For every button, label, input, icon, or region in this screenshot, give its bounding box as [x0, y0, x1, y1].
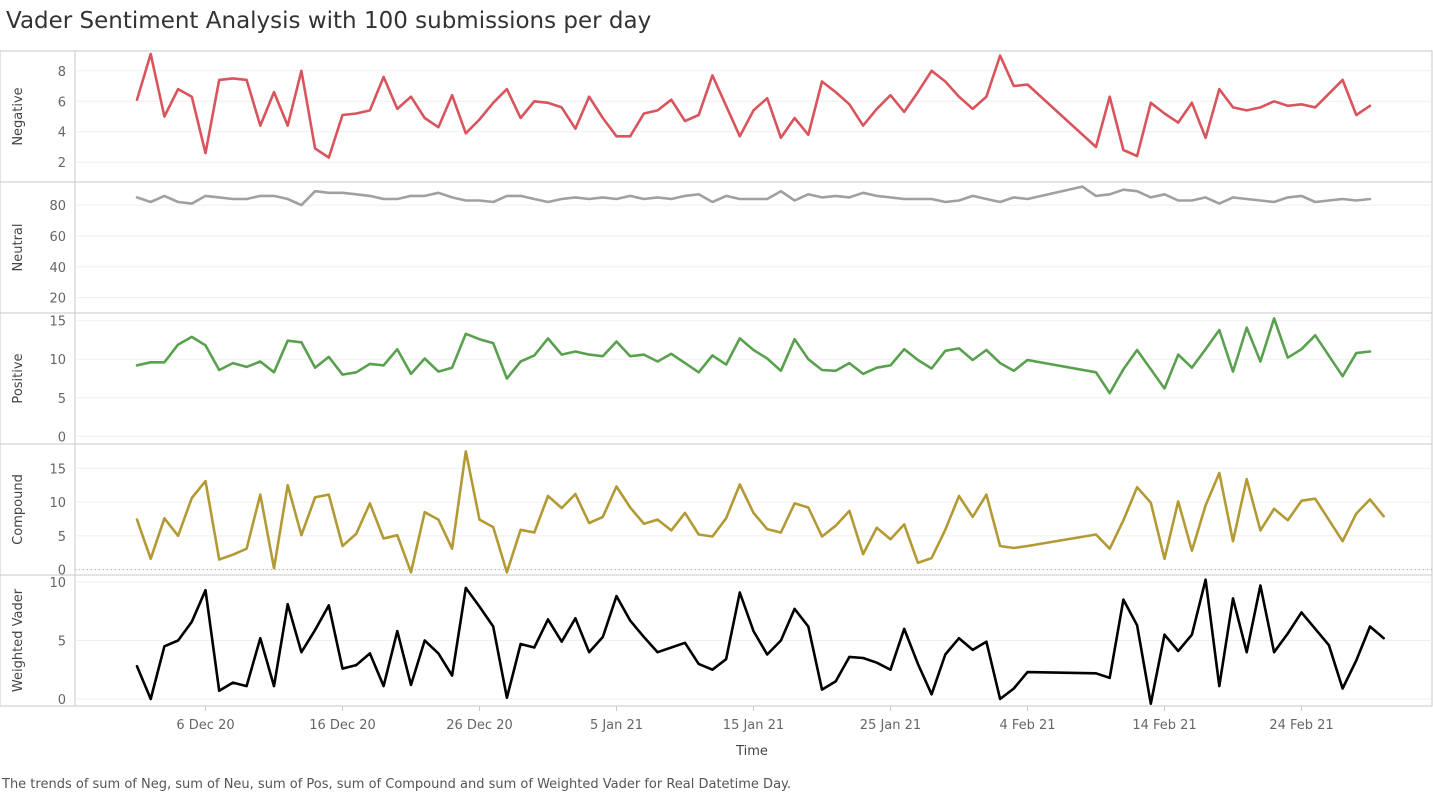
y-tick-label-positive: 15 [49, 315, 66, 330]
gridlines [75, 70, 1432, 700]
x-tick-label: 25 Jan 21 [860, 718, 921, 733]
series-line-compound [135, 450, 1385, 574]
series-line-positive [135, 317, 1372, 395]
series-line-negative [135, 52, 1372, 159]
chart-title: Vader Sentiment Analysis with 100 submis… [6, 8, 652, 34]
y-axis-titles: Negative Neutral Positive Compound Weighted … [11, 87, 26, 692]
y-tick-label-neutral: 20 [49, 292, 66, 307]
y-tick-label-compound: 10 [49, 496, 66, 511]
x-tick-label: 14 Feb 21 [1132, 718, 1196, 733]
y-tick-label-weighted-vader: 10 [49, 576, 66, 591]
x-axis-title: Time [735, 744, 768, 759]
y-tick-label-negative: 8 [58, 65, 66, 80]
panel-frame-compound [0, 443, 1433, 576]
x-tick-label: 6 Dec 20 [176, 718, 234, 733]
y-tick-label-compound: 5 [58, 530, 66, 545]
y-tick-label-neutral: 40 [49, 261, 66, 276]
y-axis-title-weighted-vader: Weighted Vader [11, 588, 26, 692]
y-axis-title-compound: Compound [11, 474, 26, 545]
y-tick-label-negative: 6 [58, 95, 66, 110]
y-tick-label-weighted-vader: 5 [58, 635, 66, 650]
y-tick-label-negative: 2 [58, 156, 66, 171]
y-tick-label-positive: 0 [58, 430, 66, 445]
y-tick-labels: 2 4 6 8 20 40 60 80 0 5 10 15 0 5 10 15 0 5 10 [49, 65, 66, 708]
x-tick-label: 4 Feb 21 [999, 718, 1055, 733]
x-tick-label: 26 Dec 20 [446, 718, 513, 733]
x-tick-label: 16 Dec 20 [309, 718, 376, 733]
x-tick-label: 15 Jan 21 [723, 718, 784, 733]
y-tick-label-weighted-vader: 0 [58, 693, 66, 708]
series-lines [135, 52, 1385, 705]
y-tick-label-negative: 4 [58, 126, 66, 141]
x-tick-label: 5 Jan 21 [590, 718, 643, 733]
chart: 2 4 6 8 20 40 60 80 0 5 10 15 0 5 10 15 0 5 10 Negative Neu… [0, 50, 1433, 759]
panel-frames [0, 50, 1433, 707]
x-tick-label: 24 Feb 21 [1269, 718, 1333, 733]
series-line-neutral [135, 185, 1372, 207]
y-axis-title-positive: Positive [11, 353, 26, 403]
y-tick-label-neutral: 80 [49, 199, 66, 214]
x-tick-labels: 6 Dec 20 16 Dec 20 26 Dec 20 5 Jan 21 15 Jan… [176, 706, 1334, 733]
y-tick-label-neutral: 60 [49, 230, 66, 245]
y-tick-label-compound: 0 [58, 564, 66, 579]
y-axis-title-negative: Negative [11, 87, 26, 145]
y-tick-label-positive: 10 [49, 353, 66, 368]
y-tick-label-compound: 15 [49, 462, 66, 477]
series-line-weighted-vader [135, 578, 1385, 705]
y-tick-label-positive: 5 [58, 392, 66, 407]
chart-caption: The trends of sum of Neg, sum of Neu, su… [2, 777, 792, 792]
y-axis-title-neutral: Neutral [11, 224, 26, 272]
